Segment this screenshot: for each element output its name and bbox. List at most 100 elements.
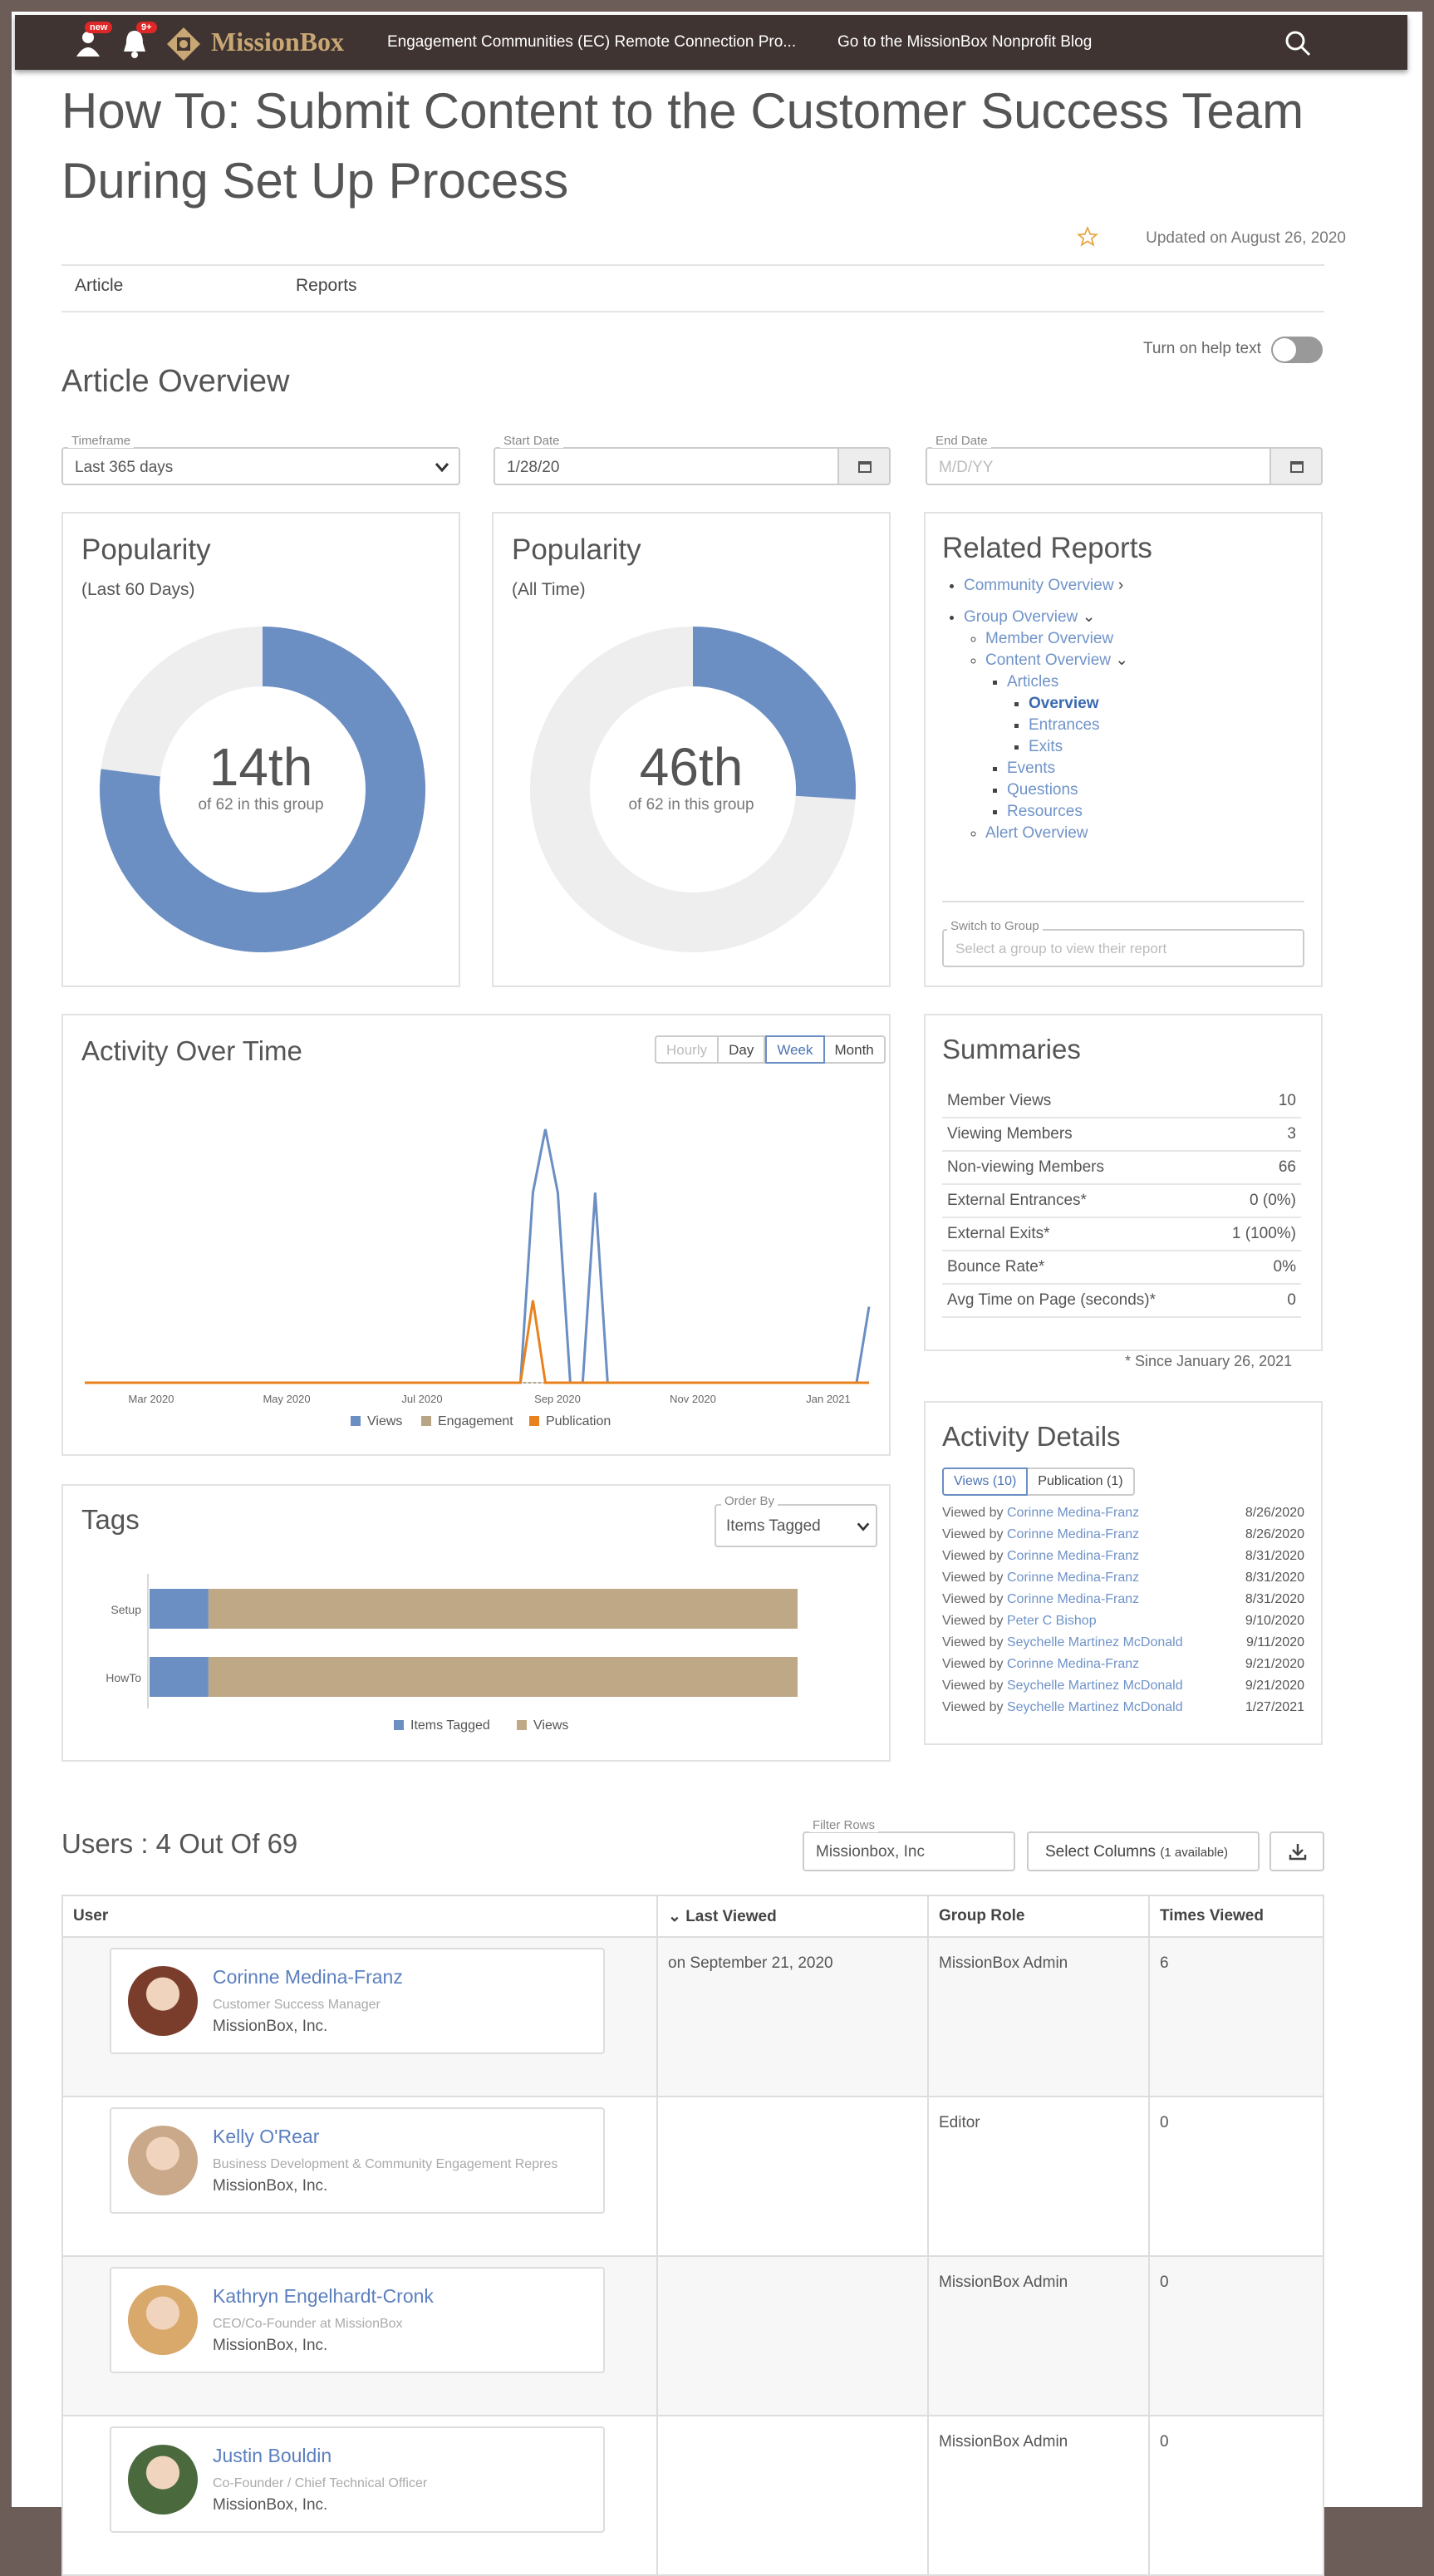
viewer-name-link[interactable]: Corinne Medina-Franz [1006, 1592, 1140, 1606]
download-button[interactable] [1269, 1831, 1324, 1871]
table-row[interactable]: Kathryn Engelhardt-Cronk CEO/Co-Founder … [61, 2255, 1324, 2416]
user-card[interactable]: Kelly O'Rear Business Development & Comm… [110, 2107, 605, 2214]
bell-icon[interactable] [118, 27, 151, 60]
summary-label: Bounce Rate* [947, 1258, 1045, 1276]
viewed-by-label: Viewed by [942, 1592, 1004, 1606]
missionbox-logo-icon[interactable] [165, 25, 203, 63]
link-articles[interactable]: Articles [1007, 673, 1059, 691]
search-icon[interactable] [1283, 28, 1313, 58]
activity-over-time-panel: Activity Over Time Hourly Day Week Month… [61, 1014, 891, 1456]
top-navigation-bar: new 9+ MissionBox Engagement Communities… [15, 15, 1407, 70]
select-columns-button[interactable]: Select Columns (1 available) [1027, 1831, 1260, 1871]
link-questions[interactable]: Questions [1007, 781, 1078, 799]
summary-value: 0 [1287, 1291, 1296, 1309]
timeframe-value: Last 365 days [75, 459, 174, 476]
users-table: User ⌄ Last Viewed Group Role Times View… [61, 1895, 1324, 2576]
link-exits[interactable]: Exits [1029, 738, 1063, 755]
legend-swatch [517, 1720, 527, 1730]
link-events[interactable]: Events [1007, 760, 1056, 777]
series-line-views [85, 1128, 871, 1384]
switch-group-input[interactable]: Select a group to view their report [942, 929, 1304, 967]
link-content-overview[interactable]: Content Overview [985, 651, 1112, 669]
column-header-group-role[interactable]: Group Role [927, 1895, 1150, 1938]
last-viewed-cell [656, 2255, 929, 2416]
column-header-user[interactable]: User [61, 1895, 658, 1938]
bar-segment-views [208, 1657, 798, 1697]
user-card[interactable]: Justin Bouldin Co-Founder / Chief Techni… [110, 2426, 605, 2533]
interval-week-button[interactable]: Week [765, 1035, 825, 1064]
viewer-name-link[interactable]: Corinne Medina-Franz [1006, 1506, 1140, 1520]
viewer-name-link[interactable]: Seychelle Martinez McDonald [1006, 1679, 1183, 1693]
viewer-name-link[interactable]: Seychelle Martinez McDonald [1006, 1635, 1183, 1649]
legend-label: Views [367, 1414, 402, 1428]
table-row[interactable]: Corinne Medina-Franz Customer Success Ma… [61, 1936, 1324, 2097]
avatar [128, 2285, 198, 2355]
activity-details-panel: Activity Details Views (10) Publication … [924, 1401, 1323, 1745]
brand-name[interactable]: MissionBox [211, 27, 345, 57]
interval-month-button[interactable]: Month [824, 1035, 886, 1064]
new-badge: new [85, 22, 113, 33]
help-text-label: Turn on help text [1143, 340, 1261, 357]
column-header-last-viewed[interactable]: ⌄ Last Viewed [656, 1895, 929, 1938]
group-role-cell: Editor [927, 2096, 1150, 2257]
viewer-name-link[interactable]: Peter C Bishop [1006, 1614, 1097, 1628]
table-row[interactable]: Kelly O'Rear Business Development & Comm… [61, 2096, 1324, 2257]
tab-article[interactable]: Article [75, 276, 124, 295]
user-card[interactable]: Kathryn Engelhardt-Cronk CEO/Co-Founder … [110, 2267, 605, 2373]
popularity-last-60-panel: Popularity (Last 60 Days) 14th of 62 in … [61, 512, 460, 987]
link-entrances[interactable]: Entrances [1029, 716, 1100, 734]
table-row[interactable]: Justin Bouldin Co-Founder / Chief Techni… [61, 2415, 1324, 2576]
nav-blog-link[interactable]: Go to the MissionBox Nonprofit Blog [837, 33, 1093, 51]
avatar [128, 1966, 198, 2036]
activity-chart-title: Activity Over Time [81, 1035, 302, 1066]
user-name-link[interactable]: Kathryn Engelhardt-Cronk [213, 2285, 434, 2307]
column-header-times-viewed[interactable]: Times Viewed [1148, 1895, 1324, 1938]
interval-day-button[interactable]: Day [719, 1035, 766, 1064]
legend-swatch [351, 1416, 361, 1426]
link-alert-overview[interactable]: Alert Overview [985, 824, 1088, 842]
user-card[interactable]: Corinne Medina-Franz Customer Success Ma… [110, 1948, 605, 2054]
tab-views[interactable]: Views (10) [942, 1467, 1029, 1496]
link-community-overview[interactable]: Community Overview [964, 577, 1114, 594]
sort-chevron-icon: ⌄ [668, 1907, 686, 1925]
viewer-name-link[interactable]: Corinne Medina-Franz [1006, 1549, 1140, 1563]
tags-panel: Tags Items Tagged Order By Setup HowTo Ite… [61, 1484, 891, 1762]
viewed-date: 9/21/2020 [1245, 1657, 1304, 1671]
link-overview-active[interactable]: Overview [1029, 695, 1099, 712]
viewer-name-link[interactable]: Corinne Medina-Franz [1006, 1571, 1140, 1585]
user-name-link[interactable]: Corinne Medina-Franz [213, 1966, 403, 1988]
link-resources[interactable]: Resources [1007, 803, 1083, 820]
end-date-input[interactable]: M/D/YY [926, 447, 1271, 485]
interval-hourly-button[interactable]: Hourly [655, 1035, 719, 1064]
nav-engagement-communities[interactable]: Engagement Communities (EC) Remote Conne… [387, 33, 797, 51]
group-role-cell: MissionBox Admin [927, 2255, 1150, 2416]
summary-label: Member Views [947, 1092, 1052, 1109]
filter-rows-input[interactable]: Missionbox, Inc [803, 1831, 1015, 1871]
viewed-by-label: Viewed by [942, 1549, 1004, 1563]
x-tick-label: May 2020 [263, 1393, 310, 1405]
user-name-link[interactable]: Kelly O'Rear [213, 2126, 320, 2147]
viewed-date: 8/31/2020 [1245, 1592, 1304, 1606]
tab-reports[interactable]: Reports [296, 276, 357, 295]
order-by-select[interactable]: Items Tagged [715, 1504, 877, 1547]
calendar-icon [858, 461, 872, 473]
activity-detail-row: Viewed by Corinne Medina-Franz 8/26/2020 [942, 1506, 1304, 1527]
start-date-input[interactable]: 1/28/20 [494, 447, 839, 485]
start-date-calendar-button[interactable] [837, 447, 891, 485]
link-member-overview[interactable]: Member Overview [985, 630, 1114, 647]
tab-publication[interactable]: Publication (1) [1028, 1467, 1135, 1496]
user-name-link[interactable]: Justin Bouldin [213, 2445, 332, 2466]
activity-detail-row: Viewed by Corinne Medina-Franz 9/21/2020 [942, 1657, 1304, 1679]
timeframe-select[interactable]: Last 365 days [61, 447, 460, 485]
viewer-name-link[interactable]: Corinne Medina-Franz [1006, 1527, 1140, 1541]
viewer-name-link[interactable]: Seychelle Martinez McDonald [1006, 1700, 1183, 1714]
favorite-star-icon[interactable] [1077, 226, 1098, 248]
viewer-name-link[interactable]: Corinne Medina-Franz [1006, 1657, 1140, 1671]
legend-label: Items Tagged [410, 1718, 490, 1733]
link-group-overview[interactable]: Group Overview [964, 608, 1078, 626]
popularity-subtitle: (Last 60 Days) [81, 580, 195, 599]
donut-rank-segment [100, 627, 425, 952]
end-date-calendar-button[interactable] [1269, 447, 1323, 485]
help-text-toggle[interactable] [1271, 337, 1323, 363]
user-icon[interactable] [71, 27, 105, 60]
